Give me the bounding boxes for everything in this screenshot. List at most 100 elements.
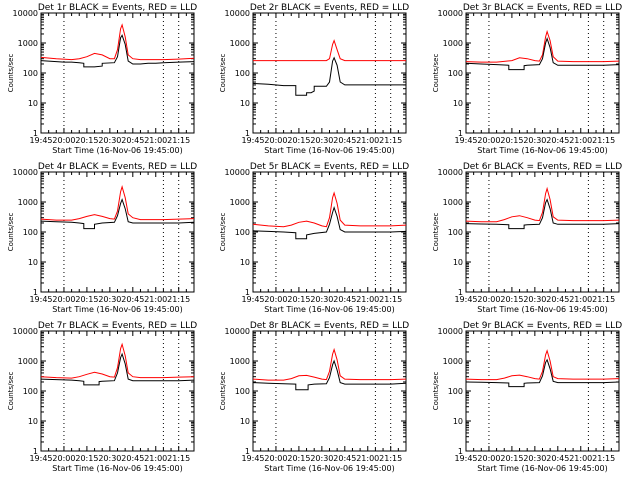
x-tick-label: 20:30 [523, 295, 546, 304]
series-line-events [40, 352, 195, 386]
x-tick-label: 21:15 [167, 295, 190, 304]
panel-title: Det 9r BLACK = Events, RED = LLD [463, 321, 622, 331]
series-line-events [465, 358, 620, 388]
x-tick-label: 20:00 [477, 136, 500, 145]
panel-title: Det 3r BLACK = Events, RED = LLD [463, 3, 622, 13]
y-tick-label: 1 [33, 447, 38, 456]
y-axis-label: Counts/sec [7, 372, 15, 411]
x-tick-label: 20:15 [500, 295, 523, 304]
y-tick-label: 100 [448, 69, 463, 78]
y-tick-label: 10 [28, 99, 38, 108]
y-tick-label: 100 [235, 69, 250, 78]
y-tick-label: 10000 [225, 168, 250, 177]
series-line-events [40, 34, 195, 68]
series-line-lld [465, 29, 620, 63]
x-tick-label: 20:00 [52, 454, 75, 463]
panel-title: Det 5r BLACK = Events, RED = LLD [250, 162, 409, 172]
x-tick-label: 21:00 [144, 136, 167, 145]
y-tick-label: 100 [235, 387, 250, 396]
x-tick-label: 20:30 [523, 136, 546, 145]
series-line-events [465, 37, 620, 71]
y-tick-label: 1000 [230, 357, 250, 366]
y-tick-label: 1000 [230, 39, 250, 48]
x-tick-label: 19:45 [454, 136, 477, 145]
y-tick-label: 10000 [13, 9, 38, 18]
series-line-lld [40, 185, 195, 221]
x-axis-label: Start Time (16-Nov-06 19:45:00) [477, 464, 607, 473]
y-tick-label: 10 [240, 258, 250, 267]
x-tick-label: 20:30 [310, 454, 333, 463]
panel-title: Det 1r BLACK = Events, RED = LLD [38, 3, 197, 13]
x-tick-label: 20:30 [98, 295, 121, 304]
x-tick-label: 21:00 [569, 454, 592, 463]
x-tick-label: 20:15 [75, 136, 98, 145]
series-line-events [465, 198, 620, 230]
y-tick-label: 100 [23, 69, 38, 78]
panel-title: Det 4r BLACK = Events, RED = LLD [38, 162, 197, 172]
y-tick-label: 10000 [438, 9, 463, 18]
y-tick-label: 1 [458, 288, 463, 297]
y-tick-label: 1 [245, 129, 250, 138]
y-tick-label: 10 [240, 417, 250, 426]
series-line-events [252, 56, 406, 96]
detector-panel-7: Det 7r BLACK = Events, RED = LLD 1 10 100 10… [7, 321, 197, 473]
x-tick-label: 21:15 [379, 454, 402, 463]
y-axis-label: Counts/sec [219, 54, 227, 93]
detector-panel-4: Det 4r BLACK = Events, RED = LLD 1 10 100 10… [7, 162, 197, 314]
x-tick-label: 20:15 [287, 136, 310, 145]
y-tick-label: 1000 [443, 198, 463, 207]
series-line-lld [253, 39, 406, 62]
x-tick-label: 20:00 [52, 295, 75, 304]
y-tick-label: 10000 [13, 168, 38, 177]
x-tick-label: 19:45 [454, 295, 477, 304]
y-tick-label: 1000 [18, 39, 38, 48]
x-tick-label: 20:30 [310, 136, 333, 145]
series-line-events [252, 359, 407, 391]
x-tick-label: 21:00 [569, 295, 592, 304]
series-line-lld [465, 186, 620, 223]
x-axis-label: Start Time (16-Nov-06 19:45:00) [264, 305, 394, 314]
x-tick-label: 21:00 [569, 136, 592, 145]
y-axis-label: Counts/sec [432, 54, 440, 93]
x-tick-label: 20:00 [264, 295, 287, 304]
x-tick-label: 20:00 [264, 136, 287, 145]
y-axis-label: Counts/sec [432, 213, 440, 252]
x-tick-label: 20:45 [121, 136, 144, 145]
y-axis-label: Counts/sec [219, 213, 227, 252]
x-tick-label: 20:45 [546, 295, 569, 304]
panel-title: Det 2r BLACK = Events, RED = LLD [250, 3, 409, 13]
y-tick-label: 10000 [225, 327, 250, 336]
x-tick-label: 20:00 [264, 454, 287, 463]
x-tick-label: 21:15 [592, 295, 615, 304]
x-tick-label: 21:00 [356, 295, 379, 304]
x-tick-label: 19:45 [29, 136, 52, 145]
x-tick-label: 20:00 [52, 136, 75, 145]
x-tick-label: 21:15 [167, 136, 190, 145]
x-tick-label: 20:15 [500, 136, 523, 145]
detector-panel-5: Det 5r BLACK = Events, RED = LLD 1 10 100 10… [219, 162, 409, 314]
detector-panel-1: Det 1r BLACK = Events, RED = LLD 1 10 100 10… [7, 3, 197, 155]
y-tick-label: 10 [453, 417, 463, 426]
x-tick-label: 21:15 [379, 295, 402, 304]
series-line-lld [252, 347, 407, 381]
x-tick-label: 20:15 [75, 295, 98, 304]
panel-title: Det 6r BLACK = Events, RED = LLD [463, 162, 622, 172]
x-tick-label: 21:00 [356, 454, 379, 463]
y-axis-label: Counts/sec [7, 54, 15, 93]
y-tick-label: 10000 [13, 327, 38, 336]
x-tick-label: 20:15 [287, 295, 310, 304]
x-tick-label: 20:00 [477, 295, 500, 304]
x-tick-label: 21:15 [592, 136, 615, 145]
detector-panel-3: Det 3r BLACK = Events, RED = LLD 1 10 100 10… [432, 3, 622, 155]
x-tick-label: 19:45 [454, 454, 477, 463]
x-tick-label: 20:15 [500, 454, 523, 463]
x-tick-label: 20:45 [333, 454, 356, 463]
y-tick-label: 100 [448, 387, 463, 396]
y-tick-label: 1 [245, 288, 250, 297]
x-tick-label: 20:45 [333, 295, 356, 304]
x-axis-label: Start Time (16-Nov-06 19:45:00) [264, 146, 394, 155]
y-tick-label: 100 [235, 228, 250, 237]
y-tick-label: 1000 [443, 39, 463, 48]
